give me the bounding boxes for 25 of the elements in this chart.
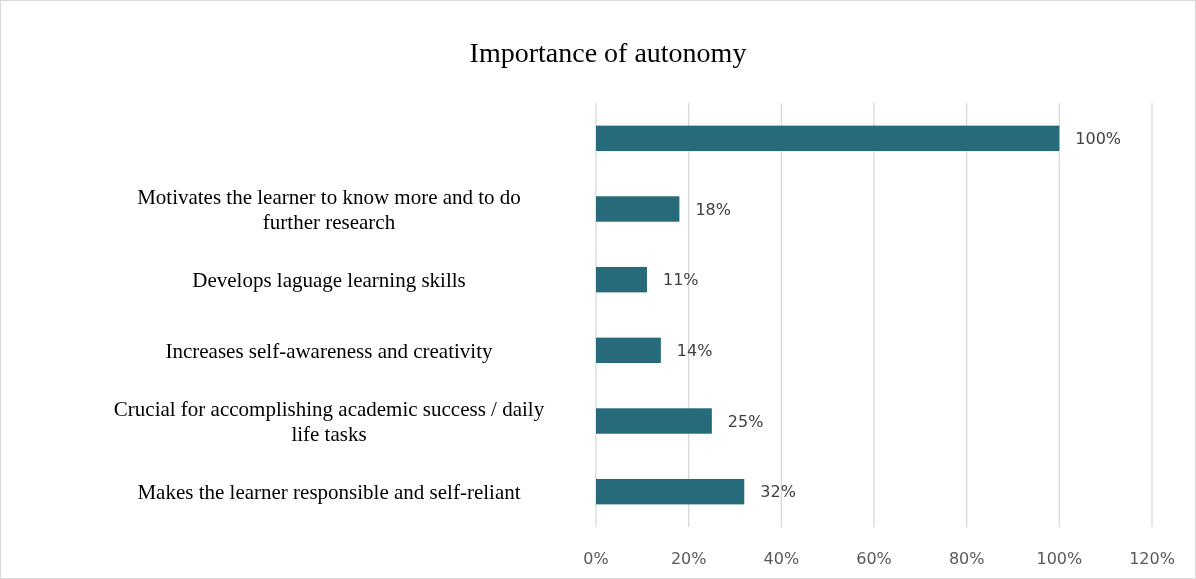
chart-title: Importance of autonomy <box>469 37 747 68</box>
y-tick-label: Makes the learner responsible and self-reliant <box>137 480 521 505</box>
data-label: 18% <box>695 199 731 219</box>
bar <box>596 478 745 505</box>
data-label: 14% <box>676 340 713 360</box>
bar <box>596 266 647 293</box>
x-tick-label: 60% <box>856 549 892 568</box>
y-tick-label: Crucial for accomplishing academic success / daily life tasks <box>113 396 545 446</box>
bar <box>596 408 712 434</box>
data-label: 32% <box>760 482 796 502</box>
y-tick-label: Develops laguage learning skills <box>192 268 466 293</box>
y-tick-label: Increases self-awareness and creativity <box>165 338 494 363</box>
data-label: 100% <box>1075 128 1122 148</box>
x-tick-label: 20% <box>670 549 707 568</box>
data-label: 11% <box>662 270 699 290</box>
y-tick-label: Motivates the learner to know more and to do further research <box>137 184 521 234</box>
bar <box>596 125 1060 152</box>
bar <box>596 196 680 222</box>
bar <box>596 337 661 364</box>
data-label: 25% <box>727 411 764 431</box>
x-tick-label: 120% <box>1129 549 1175 568</box>
x-tick-label: 80% <box>948 549 985 568</box>
x-tick-label: 40% <box>763 549 800 568</box>
x-tick-label: 0% <box>583 549 609 568</box>
x-tick-label: 100% <box>1036 549 1083 568</box>
